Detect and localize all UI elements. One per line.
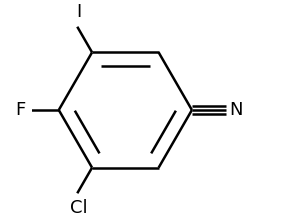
Text: Cl: Cl [70, 200, 87, 217]
Text: F: F [15, 101, 26, 119]
Text: I: I [76, 3, 81, 20]
Text: N: N [230, 101, 243, 119]
